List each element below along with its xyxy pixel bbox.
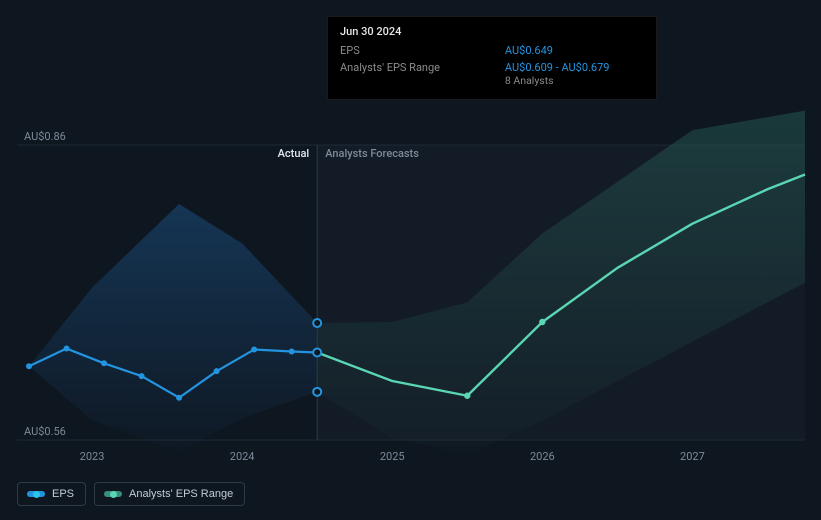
forecast-point[interactable] — [464, 393, 470, 399]
legend-item[interactable]: Analysts' EPS Range — [94, 482, 245, 506]
legend-label: EPS — [52, 488, 74, 500]
tooltip-value: AU$0.609 - AU$0.6798 Analysts — [505, 59, 644, 89]
eps-point[interactable] — [251, 347, 257, 353]
legend-dot — [33, 491, 40, 498]
eps-point[interactable] — [214, 368, 220, 374]
highlight-point[interactable] — [313, 319, 321, 327]
tooltip-rows: EPSAU$0.649Analysts' EPS RangeAU$0.609 -… — [340, 42, 644, 89]
eps-point[interactable] — [64, 346, 70, 352]
tooltip-subtext: 8 Analysts — [505, 74, 644, 87]
tooltip-value: AU$0.649 — [505, 42, 644, 59]
forecast-point[interactable] — [539, 319, 545, 325]
y-axis-label: AU$0.86 — [24, 130, 66, 143]
legend-swatch — [27, 491, 45, 497]
y-axis-label: AU$0.56 — [24, 425, 66, 438]
x-axis-label: 2023 — [80, 450, 105, 463]
tooltip-key: Analysts' EPS Range — [340, 59, 505, 89]
eps-point[interactable] — [26, 363, 32, 369]
highlight-point[interactable] — [313, 348, 321, 356]
eps-chart: AU$0.86 AU$0.56 Actual Analysts Forecasts 20… — [0, 0, 821, 520]
legend-label: Analysts' EPS Range — [129, 488, 233, 500]
legend-swatch — [104, 491, 122, 497]
eps-point[interactable] — [289, 349, 295, 355]
eps-point[interactable] — [176, 395, 182, 401]
tooltip-date: Jun 30 2024 — [340, 25, 644, 38]
eps-point[interactable] — [139, 373, 145, 379]
x-axis-label: 2025 — [380, 450, 405, 463]
x-axis-label: 2024 — [230, 450, 255, 463]
eps-point[interactable] — [101, 360, 107, 366]
tooltip-row: EPSAU$0.649 — [340, 42, 644, 59]
chart-legend: EPS Analysts' EPS Range — [17, 482, 245, 506]
section-label-actual: Actual — [278, 147, 310, 160]
chart-tooltip: Jun 30 2024 EPSAU$0.649Analysts' EPS Ran… — [327, 16, 657, 100]
x-axis-label: 2027 — [680, 450, 705, 463]
legend-dot — [110, 491, 117, 498]
eps-range-actual — [29, 204, 317, 452]
tooltip-key: EPS — [340, 42, 505, 59]
x-axis-label: 2026 — [530, 450, 555, 463]
legend-item[interactable]: EPS — [17, 482, 86, 506]
section-label-forecast: Analysts Forecasts — [325, 147, 419, 160]
highlight-point[interactable] — [313, 388, 321, 396]
tooltip-row: Analysts' EPS RangeAU$0.609 - AU$0.6798 … — [340, 59, 644, 89]
